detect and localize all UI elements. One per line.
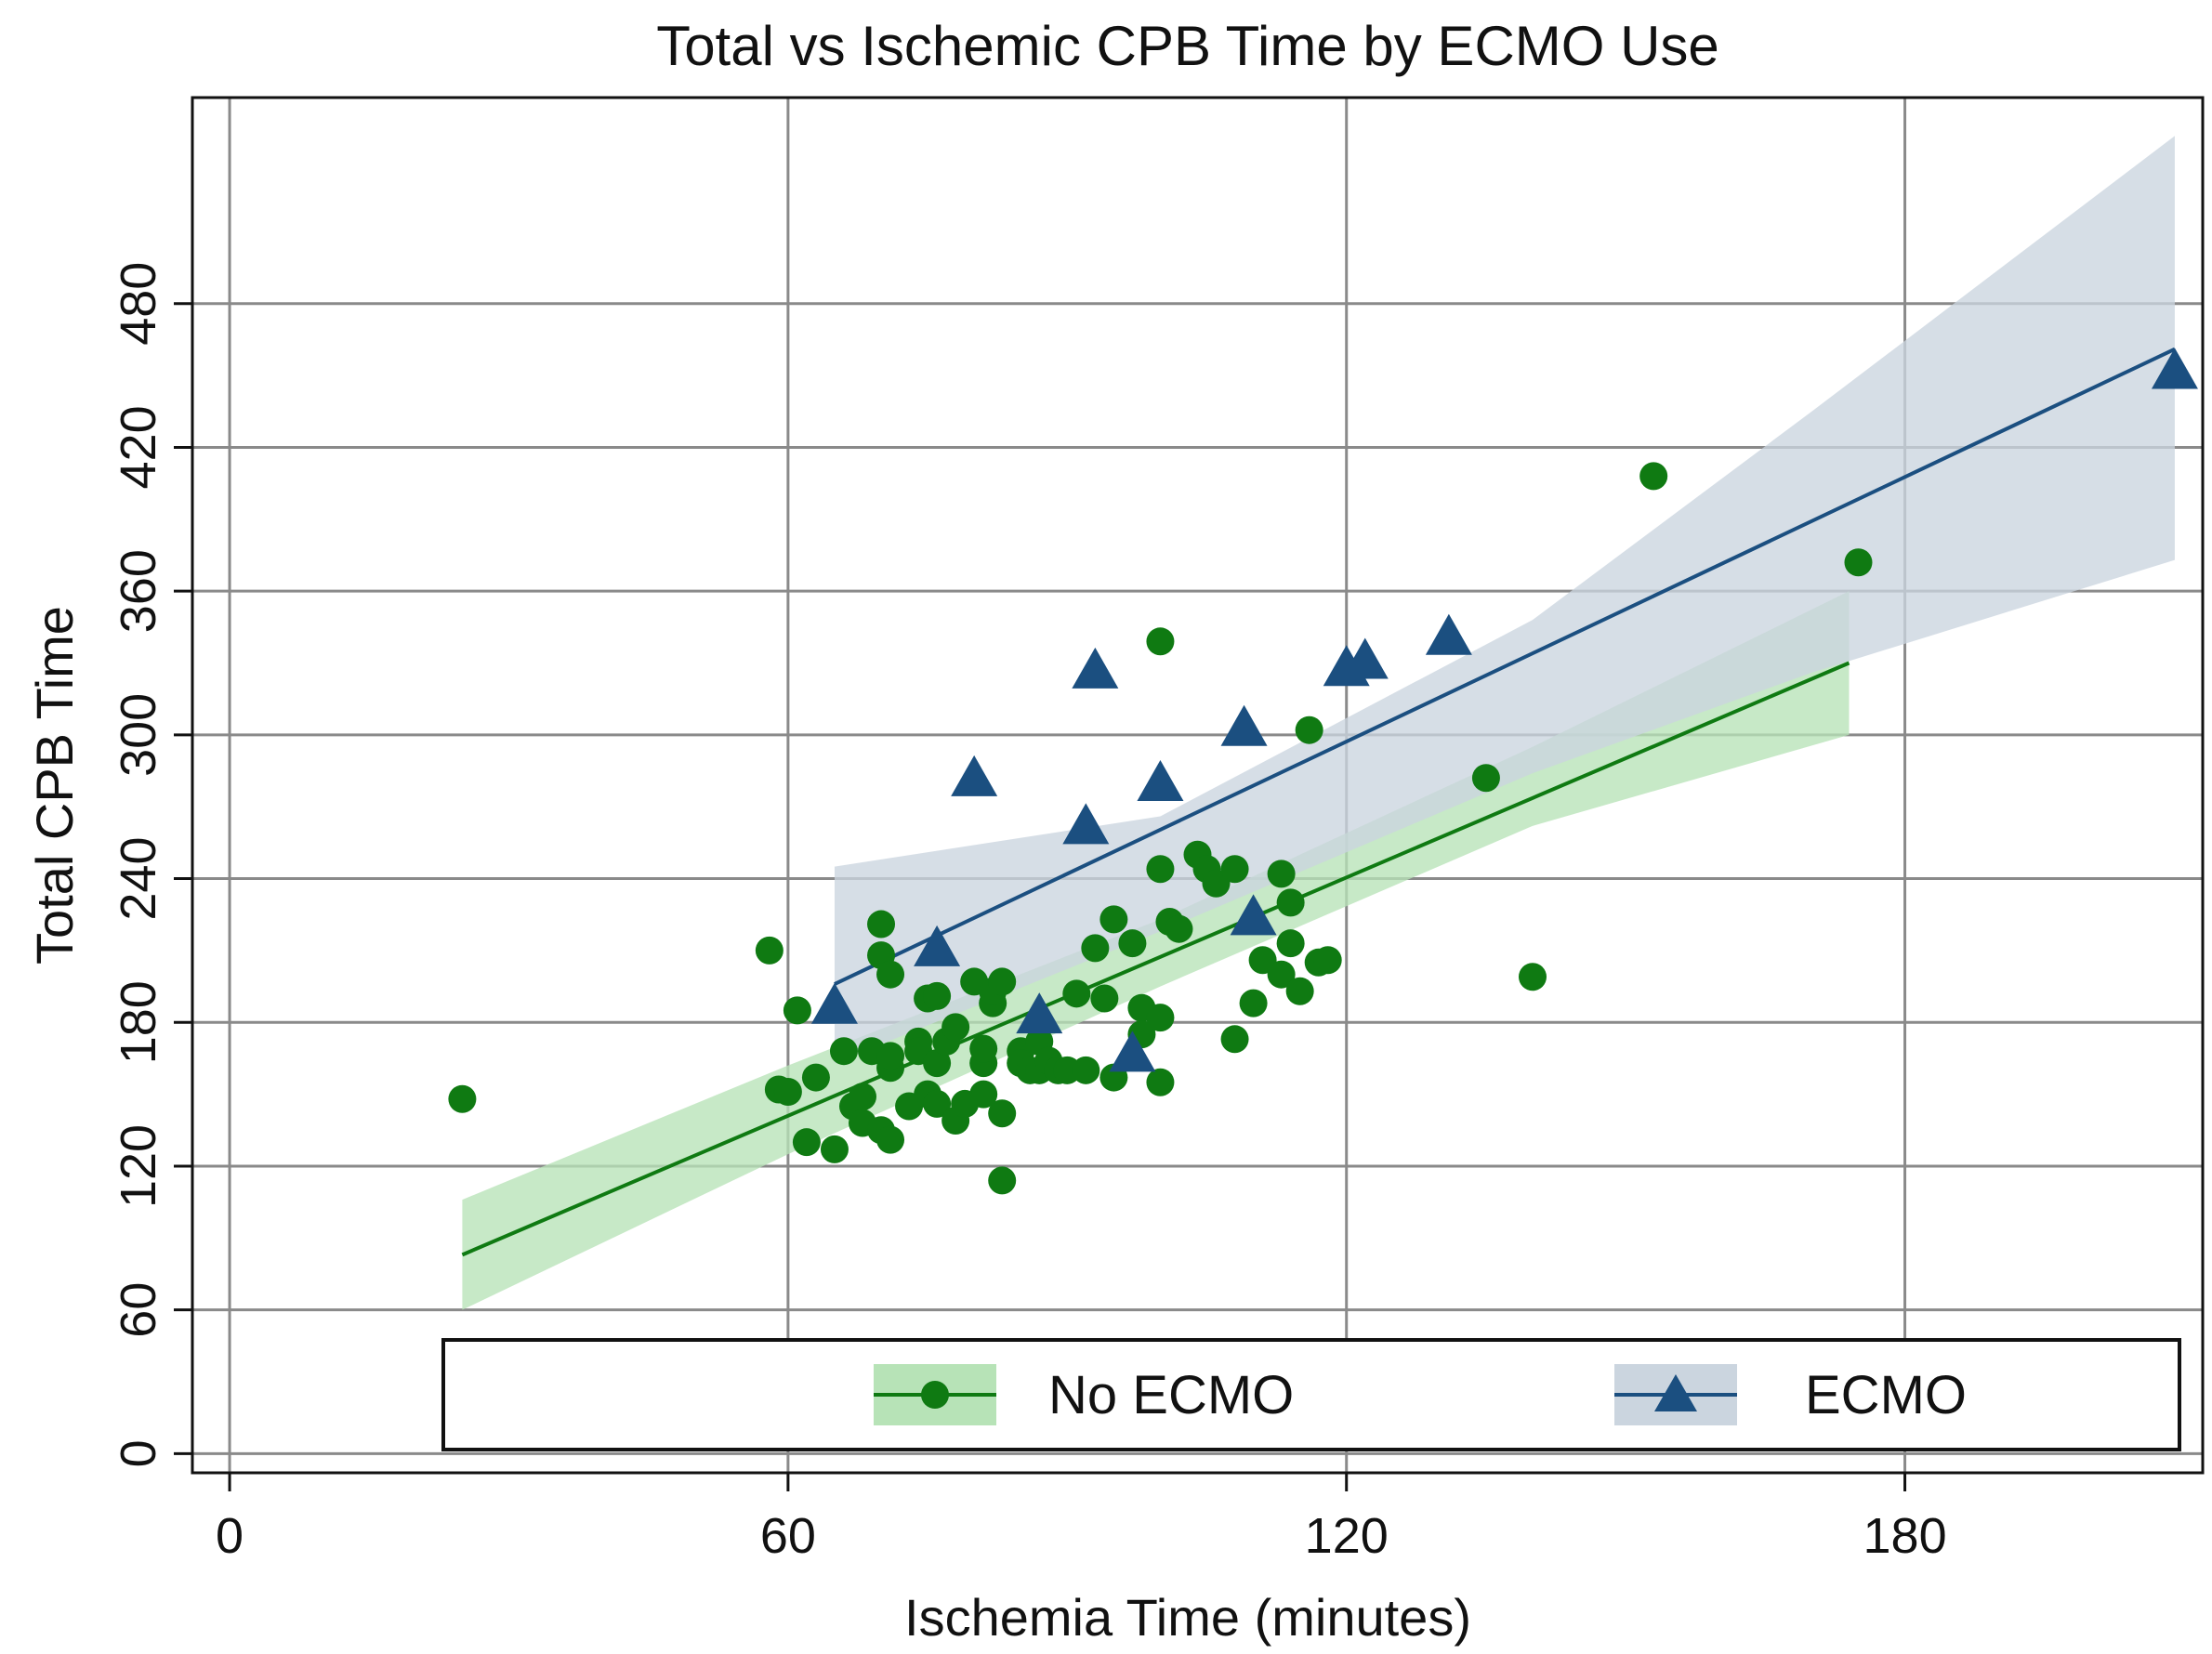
no-ecmo-point xyxy=(1146,627,1175,656)
ecmo-point xyxy=(1341,637,1389,679)
no-ecmo-point xyxy=(1295,715,1323,744)
no-ecmo-point xyxy=(849,1083,876,1111)
legend-box xyxy=(441,1338,2181,1451)
no-ecmo-point xyxy=(1220,855,1249,884)
ecmo-point xyxy=(1016,992,1063,1034)
no-ecmo-point xyxy=(1267,860,1296,888)
y-tick-label: 60 xyxy=(111,1282,166,1338)
plot-frame xyxy=(191,96,2205,1475)
no-ecmo-point xyxy=(969,1034,998,1063)
fit-line-no-ecmo xyxy=(461,661,1850,1257)
x-axis-label: Ischemia Time (minutes) xyxy=(904,1588,1471,1647)
y-axis-ticks: 0 60 120 180 240 300 360 420 480 xyxy=(111,262,192,1467)
y-tick-label: 420 xyxy=(111,405,166,489)
no-ecmo-point xyxy=(1062,979,1091,1008)
ecmo-point xyxy=(810,982,858,1024)
ci-band-ecmo xyxy=(834,136,2175,1064)
no-ecmo-point xyxy=(1844,548,1873,577)
fit-line-ecmo xyxy=(834,347,2176,986)
no-ecmo-point xyxy=(1118,929,1147,958)
ecmo-point xyxy=(1072,647,1119,689)
no-ecmo-point xyxy=(1099,905,1128,934)
no-ecmo-point xyxy=(755,936,783,965)
ecmo-point xyxy=(1109,1030,1156,1072)
no-ecmo-point xyxy=(1313,946,1342,975)
y-tick-label: 480 xyxy=(111,262,166,346)
y-tick-label: 0 xyxy=(111,1439,166,1467)
no-ecmo-point xyxy=(923,1089,952,1118)
legend: No ECMO ECMO xyxy=(441,1338,2181,1451)
x-tick-label: 120 xyxy=(1305,1508,1389,1564)
data-markers xyxy=(448,348,2198,1195)
no-ecmo-point xyxy=(820,1135,849,1163)
no-ecmo-point xyxy=(783,996,811,1025)
no-ecmo-point xyxy=(969,1080,998,1109)
y-tick-label: 180 xyxy=(111,980,166,1064)
no-ecmo-point xyxy=(1276,929,1305,958)
ecmo-point xyxy=(1425,613,1472,655)
no-ecmo-point xyxy=(1146,1004,1175,1032)
no-ecmo-point xyxy=(801,1063,830,1092)
no-ecmo-point xyxy=(1267,960,1296,989)
legend-label-no-ecmo: No ECMO xyxy=(1048,1365,1294,1425)
no-ecmo-point xyxy=(773,1078,802,1107)
no-ecmo-point xyxy=(829,1037,858,1066)
no-ecmo-point xyxy=(1239,989,1268,1017)
no-ecmo-point xyxy=(448,1084,477,1113)
no-ecmo-point xyxy=(1146,1068,1175,1096)
no-ecmo-point xyxy=(1165,914,1193,943)
no-ecmo-point xyxy=(988,1099,1017,1128)
ecmo-point xyxy=(914,925,961,966)
ecmo-point xyxy=(2151,348,2198,389)
x-tick-label: 0 xyxy=(216,1508,244,1564)
y-tick-label: 240 xyxy=(111,837,166,921)
no-ecmo-point xyxy=(988,1166,1017,1195)
ecmo-point xyxy=(1220,704,1268,746)
no-ecmo-point xyxy=(1220,1025,1249,1054)
no-ecmo-point xyxy=(876,1042,905,1070)
chart-title: Total vs Ischemic CPB Time by ECMO Use xyxy=(656,15,1719,77)
no-ecmo-point xyxy=(1072,1056,1100,1084)
ecmo-point xyxy=(1230,894,1277,936)
no-ecmo-point xyxy=(923,981,952,1010)
x-axis-ticks: 0 60 120 180 xyxy=(216,1473,1947,1564)
legend-marker-ecmo xyxy=(1654,1374,1697,1411)
no-ecmo-point xyxy=(876,1125,905,1154)
no-ecmo-point xyxy=(1639,462,1668,491)
no-ecmo-point xyxy=(867,910,896,939)
ecmo-point xyxy=(951,755,998,796)
x-tick-label: 60 xyxy=(760,1508,816,1564)
fit-lines xyxy=(461,347,2176,1257)
no-ecmo-point xyxy=(792,1128,821,1157)
no-ecmo-point xyxy=(988,967,1017,996)
no-ecmo-point xyxy=(1471,764,1500,793)
ecmo-point xyxy=(1062,803,1110,845)
no-ecmo-point xyxy=(1519,963,1547,991)
no-ecmo-point xyxy=(1081,934,1110,963)
no-ecmo-point xyxy=(1146,855,1175,884)
y-axis-label: Total CPB Time xyxy=(25,606,84,965)
no-ecmo-point xyxy=(923,1049,952,1078)
legend-marker-no-ecmo xyxy=(921,1381,949,1409)
legend-label-ecmo: ECMO xyxy=(1805,1365,1967,1425)
y-tick-label: 360 xyxy=(111,549,166,633)
no-ecmo-point xyxy=(1285,977,1314,1005)
ecmo-point xyxy=(1137,760,1184,801)
y-tick-label: 300 xyxy=(111,693,166,777)
no-ecmo-point xyxy=(1090,984,1119,1013)
no-ecmo-point xyxy=(1276,888,1305,917)
no-ecmo-point xyxy=(876,960,905,989)
y-tick-label: 120 xyxy=(111,1124,166,1208)
no-ecmo-point xyxy=(941,1013,970,1042)
x-tick-label: 180 xyxy=(1863,1508,1947,1564)
